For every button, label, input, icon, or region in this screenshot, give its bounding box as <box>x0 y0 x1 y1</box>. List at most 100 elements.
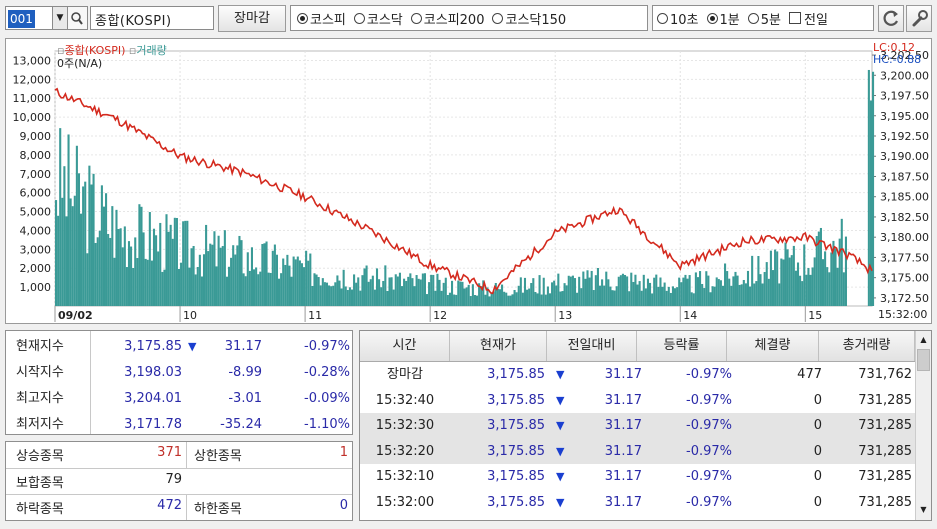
volume-bar <box>617 276 620 306</box>
volume-bar <box>821 259 825 306</box>
volume-bar <box>294 259 297 306</box>
y-right-tick: 3,175.00 <box>880 272 929 285</box>
volume-bar <box>555 285 558 306</box>
radio-kosdaq150[interactable]: 코스닥150 <box>492 9 566 28</box>
volume-bar <box>340 288 343 306</box>
volume-bar <box>219 247 222 306</box>
volume-bar <box>450 280 454 306</box>
refresh-button[interactable] <box>878 5 904 32</box>
volume-bar <box>611 290 614 306</box>
volume-bar <box>161 271 164 306</box>
index-code-field[interactable]: 001 <box>5 6 53 30</box>
volume-bar <box>684 274 687 306</box>
y-left-tick: 3,000 <box>20 243 52 256</box>
chart-legend: ▫종합(KOSPI) ▫거래량 <box>57 42 167 58</box>
volume-bar <box>373 289 376 306</box>
volume-bar <box>421 273 424 306</box>
volume-bar <box>867 69 870 306</box>
volume-bar <box>872 71 875 307</box>
volume-bar <box>507 295 510 306</box>
radio-dot <box>657 12 668 24</box>
table-row[interactable]: 15:32:00 3,175.85 ▼ 31.17 -0.97% 0 731,285 <box>360 490 915 516</box>
volume-bar <box>551 282 554 306</box>
table-row[interactable]: 15:32:40 3,175.85 ▼ 31.17 -0.97% 0 731,285 <box>360 388 915 414</box>
volume-bar <box>190 248 193 306</box>
code-dropdown-button[interactable]: ▼ <box>53 6 68 30</box>
volume-bar <box>403 278 406 306</box>
volume-bar <box>227 266 231 306</box>
column-header[interactable]: 현재가 <box>450 331 547 361</box>
volume-bar <box>548 293 552 306</box>
volume-bar <box>784 242 787 306</box>
session-close-button[interactable]: 장마감 <box>218 5 286 32</box>
volume-bar <box>213 231 216 306</box>
index-rate: -0.28% <box>304 365 350 380</box>
cell-change: 31.17 <box>604 494 642 510</box>
column-header[interactable]: 등락률 <box>637 331 727 361</box>
y-left-tick: 5,000 <box>20 206 52 219</box>
volume-bar <box>619 275 622 306</box>
volume-bar <box>492 291 495 306</box>
volume-bar <box>809 274 812 306</box>
table-row[interactable]: 15:32:20 3,175.85 ▼ 31.17 -0.97% 0 731,285 <box>360 438 915 464</box>
table-row[interactable]: 15:32:10 3,175.85 ▼ 31.17 -0.97% 0 731,285 <box>360 464 915 490</box>
prev-day-checkbox[interactable]: 전일 <box>788 9 828 28</box>
column-header[interactable]: 전일대비 <box>547 331 637 361</box>
radio-10sec[interactable]: 10초 <box>657 9 699 28</box>
index-row: 최저지수 3,171.78 -35.24 -1.10% <box>6 412 352 437</box>
x-tick-label: 11 <box>308 309 322 322</box>
volume-bar <box>486 287 489 306</box>
table-row[interactable]: 장마감 3,175.85 ▼ 31.17 -0.97% 477 731,762 <box>360 362 915 388</box>
chart-status: 0주(N/A) <box>57 57 103 70</box>
volume-bar <box>196 266 199 306</box>
volume-bar <box>138 204 141 306</box>
x-tick-label: 14 <box>683 309 697 322</box>
settings-button[interactable] <box>906 5 932 32</box>
down-value: 472 <box>157 498 182 513</box>
table-scrollbar[interactable]: ▲ ▼ <box>915 331 931 520</box>
volume-bar <box>359 290 362 306</box>
volume-bar <box>257 274 260 306</box>
radio-kospi[interactable]: 코스피 <box>297 9 346 28</box>
volume-bar <box>123 226 126 306</box>
column-header[interactable]: 체결량 <box>727 331 819 361</box>
flat-value: 79 <box>165 472 182 487</box>
column-header[interactable]: 총거래량 <box>819 331 915 361</box>
y-right-tick: 3,192.50 <box>880 130 929 143</box>
x-tick-label: 13 <box>558 309 572 322</box>
volume-bar <box>348 287 351 306</box>
scroll-down-icon[interactable]: ▼ <box>920 505 927 514</box>
volume-bar <box>803 244 806 306</box>
volume-bar <box>751 255 754 306</box>
volume-bar <box>157 251 160 306</box>
radio-dot <box>492 12 504 24</box>
volume-bar <box>505 292 508 306</box>
cell-rate: -0.97% <box>686 418 732 433</box>
volume-bar <box>269 272 272 306</box>
cell-price: 3,175.85 <box>487 418 545 433</box>
volume-bar <box>125 267 128 306</box>
volume-bar <box>767 278 770 306</box>
volume-bar <box>221 246 224 306</box>
limit-up-value: 1 <box>339 445 348 460</box>
radio-5min[interactable]: 5분 <box>747 9 781 28</box>
volume-bar <box>134 237 137 306</box>
volume-bar <box>375 268 379 306</box>
scroll-up-icon[interactable]: ▲ <box>920 335 927 344</box>
volume-bar <box>142 232 145 306</box>
search-button[interactable] <box>68 6 88 30</box>
column-header[interactable]: 시간 <box>360 331 450 361</box>
volume-bar <box>463 288 466 306</box>
radio-kospi200[interactable]: 코스피200 <box>410 9 484 28</box>
volume-bar <box>127 241 131 306</box>
table-row[interactable]: 15:32:30 3,175.85 ▼ 31.17 -0.97% 0 731,285 <box>360 413 915 439</box>
volume-bar <box>296 256 299 306</box>
up-value: 371 <box>157 445 182 460</box>
volume-bar <box>252 269 256 306</box>
radio-1min[interactable]: 1분 <box>706 9 740 28</box>
intraday-chart[interactable]: 13,000 12,000 11,000 10,000 9,000 8,000 7,000 6… <box>5 38 932 324</box>
volume-bar <box>544 294 547 306</box>
volume-bar <box>592 290 595 306</box>
scroll-thumb[interactable] <box>917 349 930 371</box>
radio-kosdaq[interactable]: 코스닥 <box>353 9 403 28</box>
